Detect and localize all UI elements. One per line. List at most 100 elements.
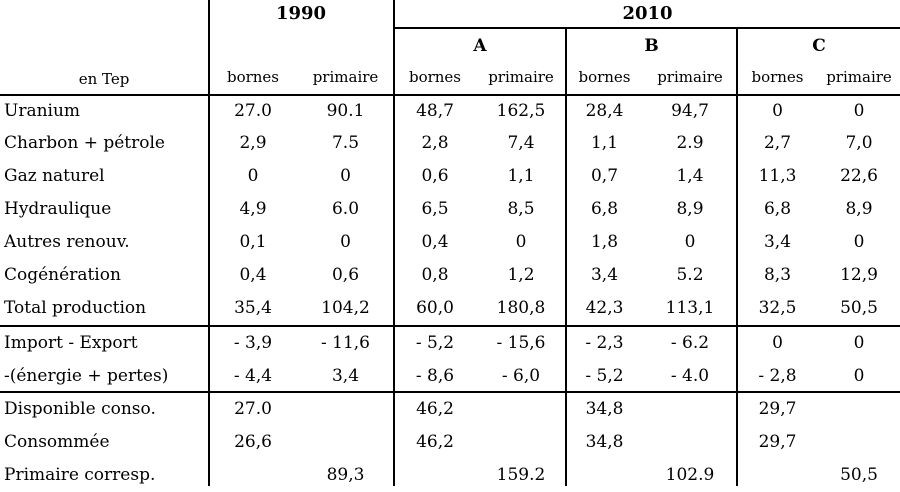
- table-cell: 46,2: [416, 399, 454, 419]
- rule-v-scenario-ab: [565, 28, 567, 486]
- table-cell: 102.9: [665, 465, 715, 485]
- table-cell: [209, 459, 297, 492]
- table-cell: 8,9: [676, 199, 704, 219]
- table-cell: 0,1: [239, 232, 267, 252]
- table-cell: 27.0: [234, 399, 272, 419]
- table-cell: [818, 426, 900, 459]
- table-cell: 0,4: [421, 232, 449, 252]
- table-cell: 3,4: [331, 366, 360, 386]
- table-cell: 34,8: [585, 399, 624, 419]
- table-cell: 29,7: [758, 432, 797, 452]
- table-cell: 0,7: [590, 166, 619, 186]
- table-cell: 180,8: [496, 298, 546, 318]
- table-cell: 159.2: [496, 465, 546, 485]
- table-cell: 35,4: [234, 298, 272, 318]
- table-cell: - 11,6: [321, 333, 370, 353]
- table-cell: 0,6: [421, 166, 449, 186]
- row-label: Charbon + pétrole: [4, 133, 165, 153]
- table-cell: 11,3: [758, 166, 797, 186]
- table-cell: 7.5: [331, 133, 360, 153]
- table-cell: - 6,0: [501, 366, 541, 386]
- table-cell: 6.0: [331, 199, 360, 219]
- table-cell: - 6.2: [670, 333, 710, 353]
- table-cell: 42,3: [585, 298, 624, 318]
- table-cell: 0: [853, 101, 865, 121]
- sub-column-primaire: primaire: [657, 67, 723, 86]
- row-label: Cogénération: [4, 265, 121, 285]
- table-cell: 0: [515, 232, 527, 252]
- table-cell: 0: [853, 232, 865, 252]
- rule-h-2010: [393, 27, 900, 29]
- rule-v-scenario-bc: [736, 28, 738, 486]
- table-cell: 6,8: [763, 199, 792, 219]
- table-cell: 1,1: [507, 166, 535, 186]
- table-cell: [476, 393, 566, 426]
- table-cell: 0: [684, 232, 696, 252]
- table-cell: [737, 459, 818, 492]
- table-cell: 0: [247, 166, 259, 186]
- table-cell: 94,7: [671, 101, 709, 121]
- rule-v-label: [208, 0, 210, 486]
- row-label: Total production: [4, 298, 147, 318]
- table-cell: 113,1: [665, 298, 715, 318]
- table-cell: 50,5: [840, 298, 878, 318]
- table-cell: 60,0: [416, 298, 454, 318]
- rule-v-1990-2010: [393, 0, 395, 486]
- table-cell: 26,6: [234, 432, 272, 452]
- table-cell: 162,5: [496, 101, 546, 121]
- table-cell: 7,4: [507, 133, 535, 153]
- table-cell: 6,8: [590, 199, 619, 219]
- table-cell: 1,2: [507, 265, 535, 285]
- table-cell: - 4,4: [233, 366, 273, 386]
- table-cell: 0: [772, 333, 783, 353]
- row-label: Import - Export: [4, 333, 138, 353]
- table-cell: 34,8: [585, 432, 624, 452]
- table-cell: 0,4: [239, 265, 267, 285]
- table-cell: 32,5: [758, 298, 797, 318]
- table-cell: 8,9: [845, 199, 873, 219]
- table-cell: 8,5: [507, 199, 535, 219]
- table-cell: 2.9: [676, 133, 704, 153]
- table-cell: 0: [853, 333, 865, 353]
- table-cell: 89,3: [326, 465, 365, 485]
- table-cell: 1,4: [676, 166, 704, 186]
- row-label: Consommée: [4, 432, 110, 452]
- table-cell: [394, 459, 476, 492]
- table-cell: 27.0: [234, 101, 272, 121]
- table-cell: 48,7: [416, 101, 454, 121]
- table-cell: 1,8: [590, 232, 619, 252]
- table-cell: - 2,3: [585, 333, 624, 353]
- table-cell: 28,4: [585, 101, 624, 121]
- table-cell: [643, 426, 737, 459]
- table-cell: 6,5: [421, 199, 449, 219]
- table-cell: 50,5: [840, 465, 878, 485]
- table-cell: 104,2: [321, 298, 370, 318]
- year-2010: 2010: [622, 2, 673, 24]
- table-cell: 0,8: [421, 265, 449, 285]
- table-cell: 2,7: [763, 133, 792, 153]
- table-cell: 2,9: [239, 133, 267, 153]
- table-cell: [818, 393, 900, 426]
- table-cell: 22,6: [840, 166, 878, 186]
- sub-column-primaire: primaire: [488, 67, 554, 86]
- rule-h-header: [0, 94, 900, 96]
- table-cell: - 4.0: [670, 366, 710, 386]
- table-cell: 5.2: [676, 265, 704, 285]
- year-1990: 1990: [275, 2, 327, 24]
- row-label: Disponible conso.: [4, 399, 156, 419]
- table-cell: - 5,2: [585, 366, 624, 386]
- table-cell: 0: [772, 101, 783, 121]
- table-cell: - 8,6: [415, 366, 455, 386]
- table-cell: 90.1: [326, 101, 365, 121]
- unit-label: en Tep: [78, 69, 130, 88]
- table-cell: 0: [853, 366, 865, 386]
- table-cell: 12,9: [840, 265, 878, 285]
- sub-column-bornes: bornes: [226, 67, 280, 86]
- table-cell: 29,7: [758, 399, 797, 419]
- table-cell: - 5,2: [415, 333, 455, 353]
- table-cell: 3,4: [763, 232, 792, 252]
- table-cell: 3,4: [590, 265, 619, 285]
- table-cell: 46,2: [416, 432, 454, 452]
- table-cell: [297, 393, 394, 426]
